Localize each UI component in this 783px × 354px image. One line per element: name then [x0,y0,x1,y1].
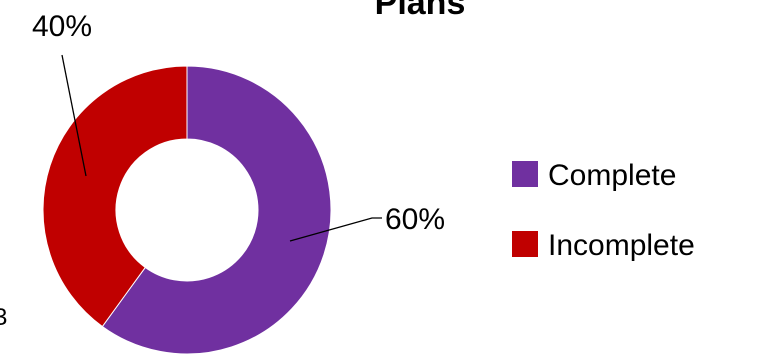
stray-text: 3 [0,304,7,331]
legend-label-incomplete: Incomplete [548,229,695,262]
chart-title: Plans [375,0,466,22]
legend-swatch-complete [512,161,538,187]
donut-slice-complete [101,65,332,354]
donut-slice-incomplete [42,65,188,328]
legend: Complete Incomplete [512,159,695,262]
data-label-complete: 60% [385,203,445,236]
donut-slices [42,65,332,354]
legend-swatch-incomplete [512,231,538,257]
leader-line-complete [289,217,382,242]
legend-label-complete: Complete [548,159,676,192]
leader-line-incomplete [61,54,87,177]
data-label-incomplete: 40% [32,10,92,43]
